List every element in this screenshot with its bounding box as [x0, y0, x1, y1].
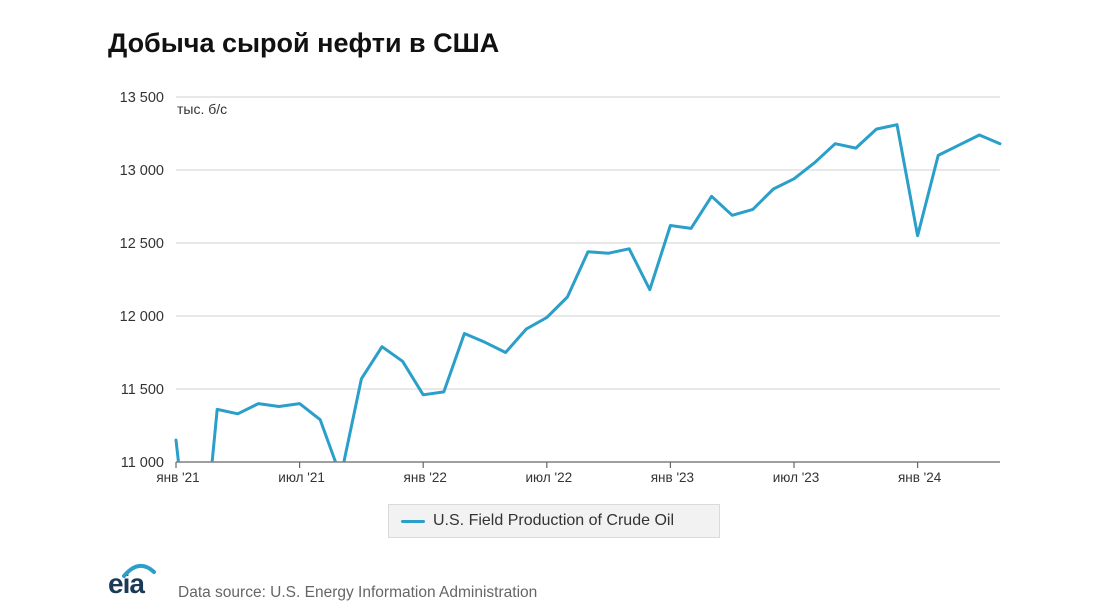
- x-tick-label-1: июл '21: [278, 470, 325, 485]
- series-line-0: [174, 123, 1002, 462]
- y-tick-label-11500: 11 500: [121, 382, 164, 398]
- eia-logo: eia: [108, 564, 156, 600]
- legend-label: U.S. Field Production of Crude Oil: [433, 512, 674, 529]
- y-tick-label-12500: 12 500: [120, 236, 164, 252]
- y-axis-unit-label: тыс. б/с: [177, 101, 227, 117]
- gridlines: [176, 96, 1000, 390]
- y-axis-ticks: 11 000 11 500 12 000 12 500 13 000 13 500: [120, 90, 164, 471]
- y-tick-label-13000: 13 000: [120, 163, 164, 179]
- x-axis-ticks: янв '21 июл '21 янв '22 июл '22 янв '23 июл '…: [156, 462, 942, 485]
- legend[interactable]: U.S. Field Production of Crude Oil: [388, 504, 720, 538]
- x-tick-label-3: июл '22: [526, 470, 573, 485]
- y-tick-label-12000: 12 000: [120, 309, 164, 325]
- series-layer: [174, 123, 1002, 462]
- x-tick-label-5: июл '23: [773, 470, 820, 485]
- x-tick-label-0: янв '21: [156, 470, 199, 485]
- data-source-text: Data source: U.S. Energy Information Adm…: [178, 584, 538, 601]
- x-tick-label-4: янв '23: [651, 470, 694, 485]
- legend-swatch: [401, 519, 425, 523]
- eia-logo-arc-icon: [122, 564, 156, 578]
- x-tick-label-6: янв '24: [898, 470, 942, 485]
- y-tick-label-11000: 11 000: [121, 455, 164, 471]
- x-tick-label-2: янв '22: [404, 470, 447, 485]
- chart-title: Добыча сырой нефти в США: [108, 28, 500, 58]
- y-tick-label-13500: 13 500: [120, 90, 164, 106]
